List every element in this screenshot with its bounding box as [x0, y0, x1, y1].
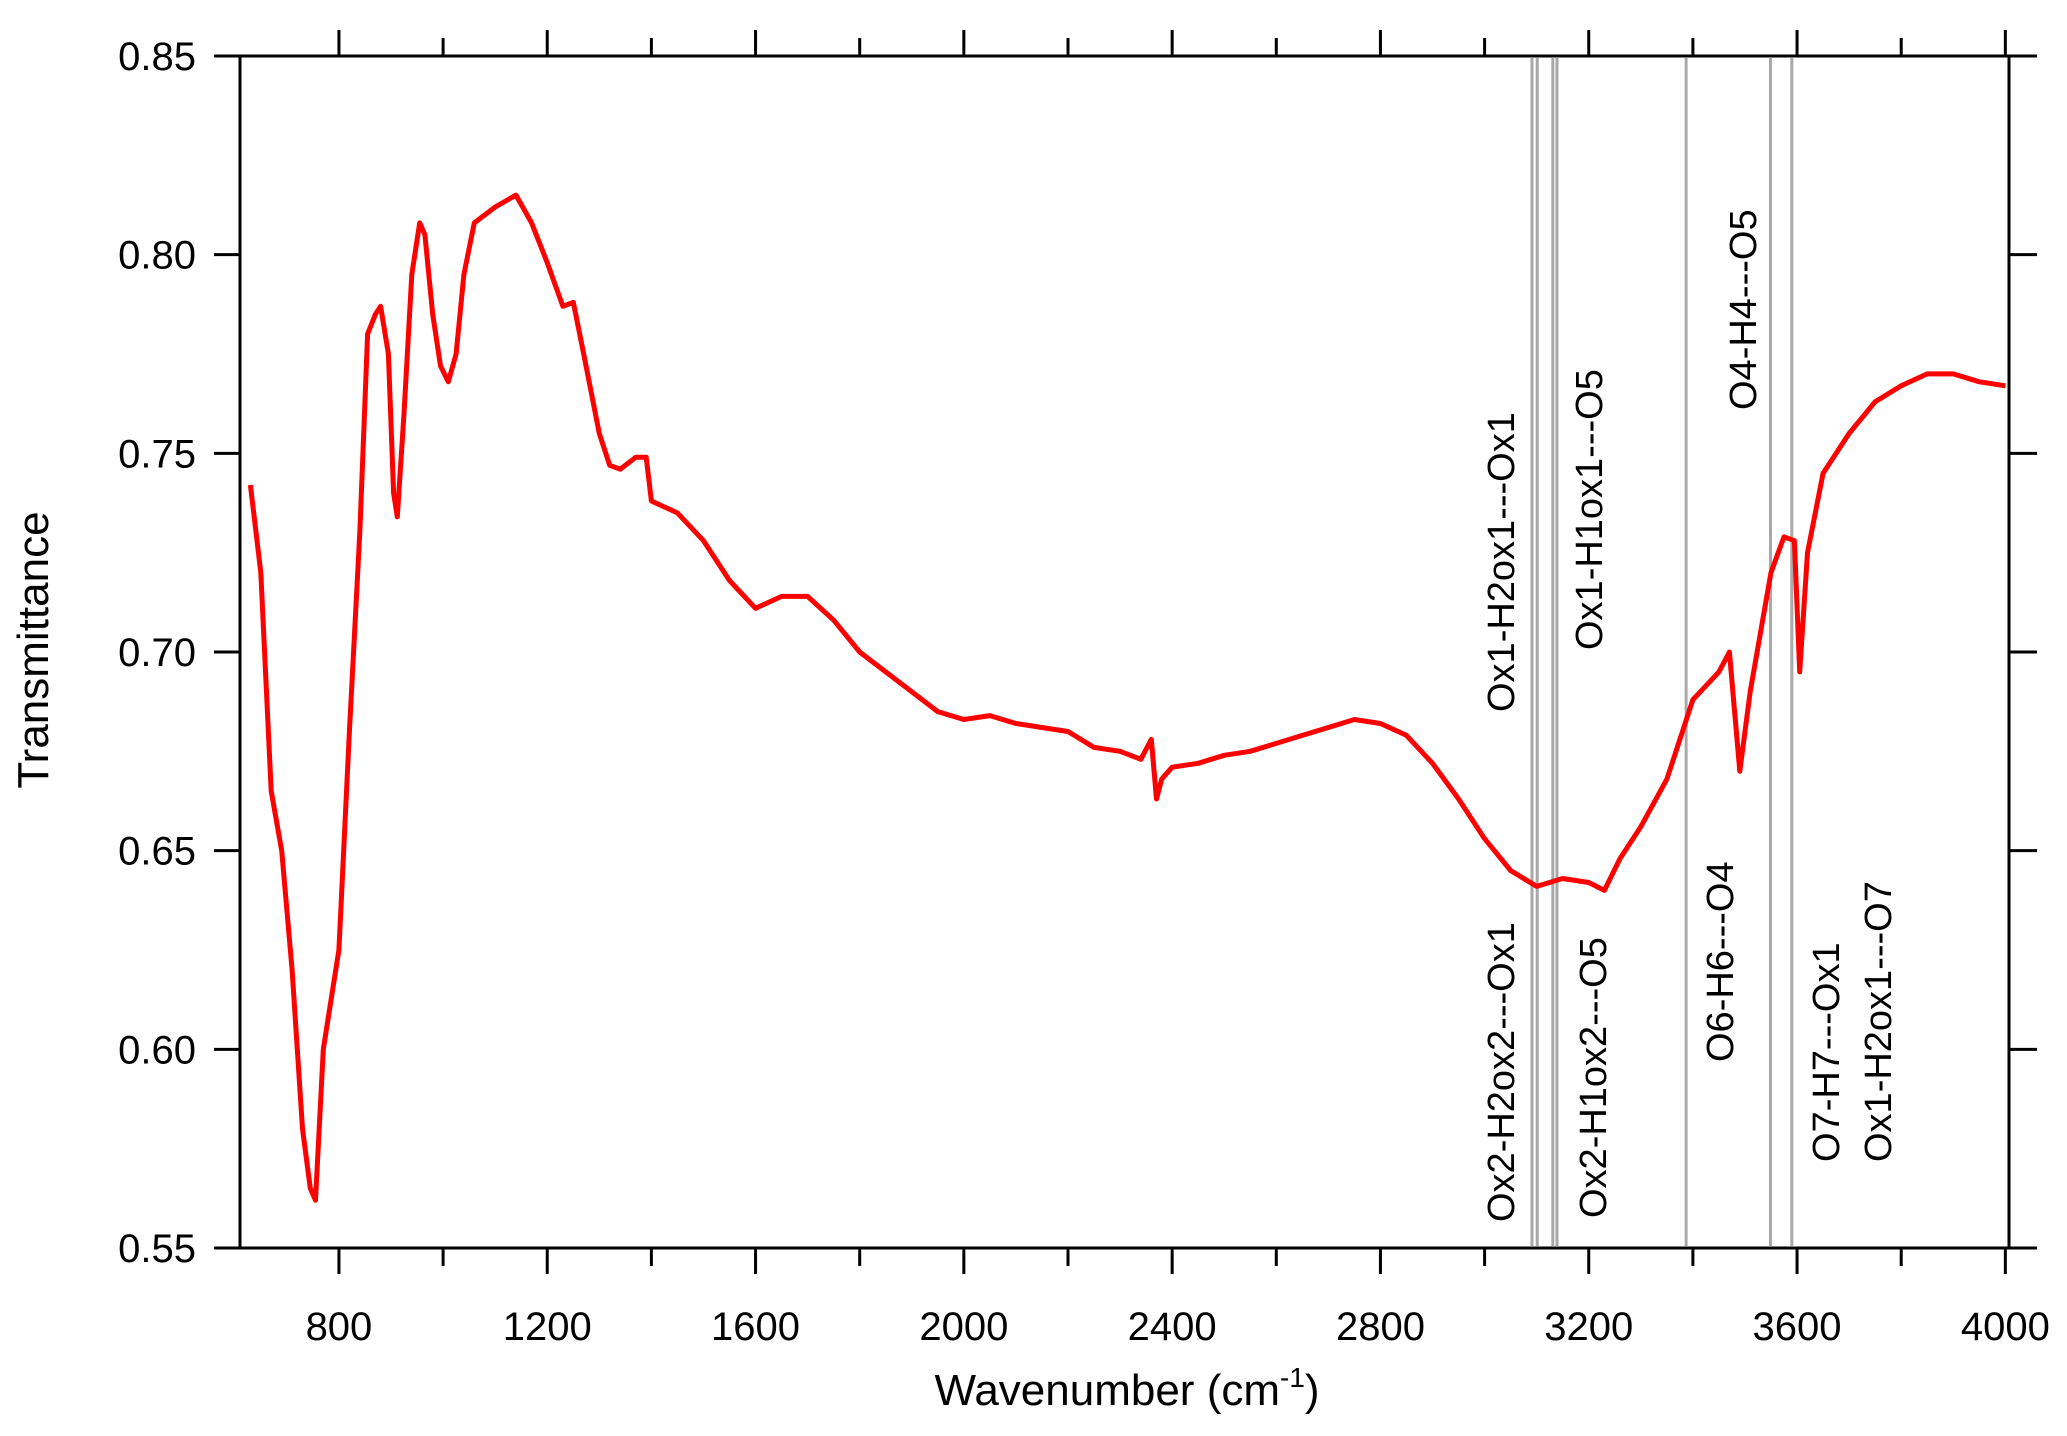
annotation-label: O6-H6---O4 — [1700, 861, 1742, 1062]
x-tick-label: 1600 — [711, 1305, 800, 1349]
annotation-label: Ox1-H1ox1---O5 — [1569, 369, 1611, 650]
x-tick-label: 800 — [306, 1305, 373, 1349]
series-line — [247, 192, 2006, 1203]
y-tick-label: 0.75 — [118, 432, 196, 476]
x-axis-title: Wavenumber (cm-1) — [934, 1362, 1319, 1415]
y-tick-label: 0.85 — [118, 35, 196, 79]
x-axis-title-close: ) — [1305, 1366, 1320, 1415]
y-tick-label: 0.55 — [118, 1227, 196, 1271]
x-tick-label: 1200 — [503, 1305, 592, 1349]
annotation-label: O7-H7---Ox1 — [1806, 942, 1848, 1162]
y-tick-label: 0.80 — [118, 234, 196, 278]
x-tick-label: 2000 — [919, 1305, 1008, 1349]
y-tick-label: 0.65 — [118, 830, 196, 874]
y-axis-title: Transmittance — [9, 511, 58, 788]
x-tick-label: 2800 — [1336, 1305, 1425, 1349]
y-tick-label: 0.60 — [118, 1028, 196, 1072]
annotation-label: Ox1-H2ox1---Ox1 — [1481, 412, 1523, 712]
y-tick-label: 0.70 — [118, 631, 196, 675]
x-tick-label: 4000 — [1961, 1305, 2050, 1349]
x-axis-title-sup: -1 — [1280, 1362, 1305, 1393]
x-axis-title-main: Wavenumber (cm — [934, 1366, 1280, 1415]
annotation-label: O4-H4---O5 — [1723, 209, 1765, 410]
annotation-label: Ox2-H1ox2---O5 — [1573, 937, 1615, 1218]
axis-ticks: 800 1200 1600 2000 2400 2800 3200 3600 4000 0.55 0… — [118, 30, 2050, 1349]
x-tick-label: 3200 — [1544, 1305, 1633, 1349]
x-tick-label: 3600 — [1753, 1305, 1842, 1349]
annotation-label: Ox2-H2ox2---Ox1 — [1481, 922, 1523, 1222]
series-group — [247, 192, 2006, 1203]
x-tick-label: 2400 — [1128, 1305, 1217, 1349]
annotations: Ox2-H2ox2---Ox1 Ox1-H2ox1---Ox1 Ox2-H1ox… — [1481, 209, 1900, 1222]
marker-lines — [1530, 58, 1794, 1246]
annotation-label: Ox1-H2ox1---O7 — [1858, 881, 1900, 1162]
